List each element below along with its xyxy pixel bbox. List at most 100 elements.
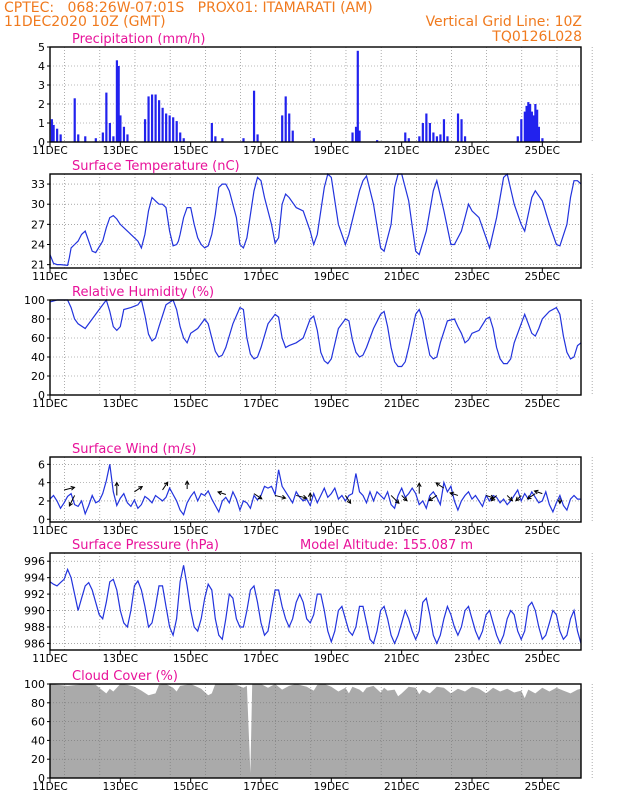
x-tick-label: 17DEC [243,145,278,157]
wind-arrowhead [281,494,287,500]
precip-bar [446,136,449,142]
precip-bar [52,124,55,142]
wind-arrowhead [533,489,539,495]
chart-title: Surface Wind (m/s) [72,442,196,457]
chart-title: Surface Temperature (nC) [72,159,240,174]
precip-bar [354,126,358,142]
chart-title: Relative Humidity (%) [72,285,214,300]
x-tick-label: 25DEC [525,525,560,537]
y-tick-label: 24 [31,239,45,252]
precip-bar [126,134,129,142]
y-tick-label: 994 [24,572,45,585]
x-tick-label: 11DEC [32,398,67,410]
x-tick-label: 23DEC [454,653,489,665]
precip-bar [439,134,442,142]
series-line [49,298,582,368]
x-tick-label: 11DEC [32,271,67,283]
precip-bar [532,115,535,142]
y-tick-label: 20 [31,753,45,766]
wind-arrow [515,495,522,502]
precip-bar [421,123,424,142]
precip-bar [108,123,111,142]
series-line [49,565,582,645]
header-line2: 11DEC2020 10Z (GMT) [4,14,166,30]
x-tick-label: 17DEC [243,398,278,410]
wind-arrow [162,481,169,491]
precip-bar [115,60,119,142]
x-tick-label: 13DEC [103,271,138,283]
precip-bar [281,115,284,142]
precip-bar [119,115,122,142]
wind-arrowhead [307,492,313,497]
x-tick-label: 17DEC [243,653,278,665]
precip-bar [210,123,213,142]
wind-arrowhead [302,494,308,500]
x-tick-label: 15DEC [173,398,208,410]
wind-arrow [63,486,75,491]
y-tick-label: 990 [24,605,45,618]
wind-arrow [253,493,263,500]
x-tick-label: 23DEC [454,781,489,793]
precip-bar [56,128,59,142]
y-tick-label: 60 [31,332,45,345]
precip-bar [143,119,147,142]
precip-bar [77,134,80,142]
precip-bar [358,130,361,142]
y-tick-label: 33 [31,178,45,191]
x-tick-label: 11DEC [32,525,67,537]
precip-bar [442,119,446,142]
wind-arrowhead [346,499,352,505]
wind-arrowhead [515,496,521,502]
x-tick-label: 23DEC [454,398,489,410]
wind-arrowhead [416,482,422,487]
precip-bar [376,140,379,142]
wind-arrow [217,491,226,496]
x-tick-label: 23DEC [454,145,489,157]
precip-bar [84,136,87,142]
wind-arrowhead [217,490,223,496]
x-tick-label: 19DEC [314,145,349,157]
plot-frame [49,173,582,269]
precip-bar [516,136,519,142]
precip-bar [530,111,533,142]
precip-bar [312,138,315,142]
wind-arrowhead [490,496,496,502]
x-tick-label: 13DEC [103,653,138,665]
precip-bar [112,136,115,142]
x-tick-label: 17DEC [243,525,278,537]
y-tick-label: 80 [31,697,45,710]
y-tick-label: 30 [31,198,45,211]
precip-bar [404,132,407,142]
y-tick-label: 80 [31,313,45,326]
precip-bar [456,113,460,142]
x-tick-label: 23DEC [454,271,489,283]
y-tick-label: 27 [31,218,45,231]
precip-bar [356,50,359,142]
header-grid-note: Vertical Grid Line: 10Z [425,14,582,30]
precip-bar [94,138,97,142]
precip-bar [256,134,259,142]
x-tick-label: 15DEC [173,653,208,665]
wind-arrowhead [184,480,190,486]
y-tick-label: 20 [31,370,45,383]
y-tick-label: 0 [38,389,45,402]
y-tick-label: 0 [38,772,45,785]
header-code: TQ0126L028 [492,29,582,45]
y-tick-label: 986 [24,637,45,650]
y-tick-label: 0 [38,136,45,149]
plot-frame [49,299,582,396]
y-tick-label: 1 [38,117,45,130]
wind-arrow [435,482,445,489]
precip-bar [536,109,539,142]
wind-arrow [491,495,497,502]
precip-bar [117,66,120,142]
x-tick-label: 25DEC [525,271,560,283]
x-tick-label: 25DEC [525,398,560,410]
precip-bar [525,105,528,142]
y-tick-label: 5 [38,41,45,54]
wind-arrow [449,492,459,496]
wind-arrow [390,495,400,504]
precip-bar [161,107,164,142]
precip-bar [150,94,154,142]
